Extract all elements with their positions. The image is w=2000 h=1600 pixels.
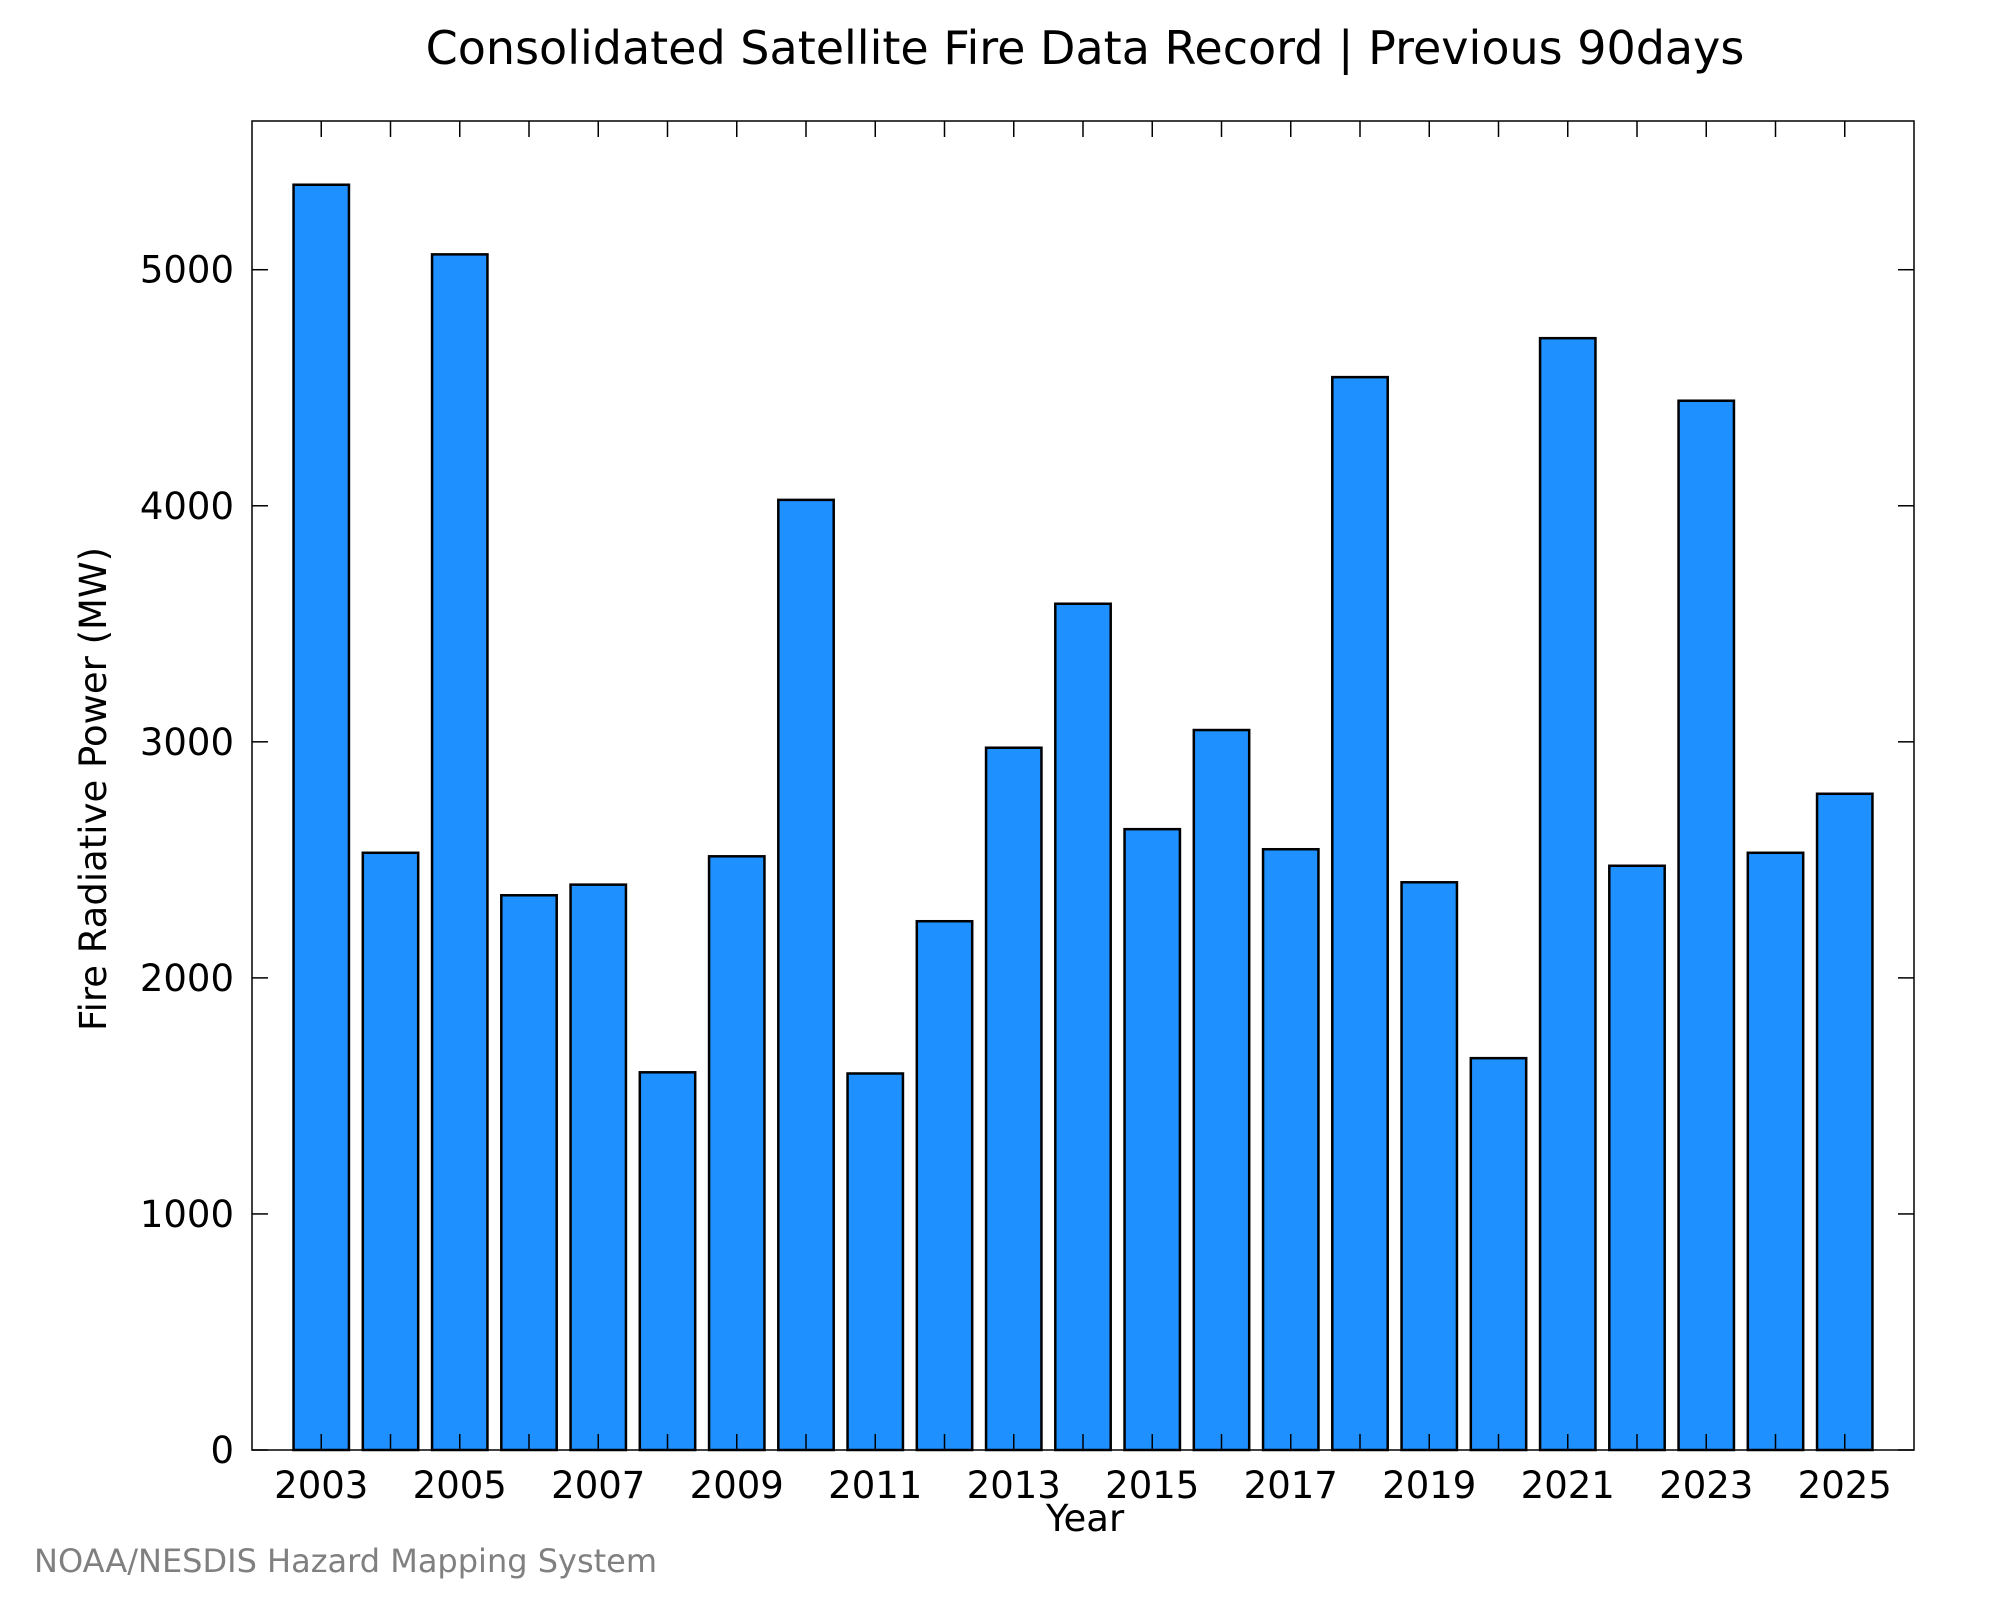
bar-2023: [1677, 399, 1736, 1452]
bar-2020: [1469, 1056, 1528, 1452]
x-tick-label-2019: 2019: [1382, 1464, 1476, 1507]
bar-2011: [846, 1072, 905, 1452]
y-tick-label-0: 0: [210, 1429, 234, 1472]
bar-2019: [1400, 881, 1459, 1452]
x-tick-label-2025: 2025: [1798, 1464, 1892, 1507]
bar-2025: [1815, 792, 1874, 1452]
x-tick-label-2013: 2013: [967, 1464, 1061, 1507]
x-tick-label-2017: 2017: [1244, 1464, 1338, 1507]
y-tick-label-4000: 4000: [140, 485, 234, 528]
bar-2007: [569, 883, 628, 1452]
bar-2009: [707, 855, 766, 1452]
x-tick-label-2009: 2009: [690, 1464, 784, 1507]
bar-2006: [500, 894, 558, 1452]
bar-2021: [1538, 336, 1597, 1452]
credit-text: NOAA/NESDIS Hazard Mapping System: [34, 1542, 657, 1580]
bar-2015: [1123, 827, 1182, 1452]
x-tick-label-2005: 2005: [413, 1464, 507, 1507]
chart-title: Consolidated Satellite Fire Data Record …: [426, 21, 1745, 76]
x-tick-label-2011: 2011: [828, 1464, 922, 1507]
x-tick-label-2007: 2007: [551, 1464, 645, 1507]
bar-2005: [430, 253, 489, 1452]
bar-2017: [1261, 847, 1320, 1452]
x-tick-label-2003: 2003: [274, 1464, 368, 1507]
bar-2003: [292, 183, 351, 1452]
bar-2010: [777, 498, 835, 1452]
bar-2013: [984, 746, 1043, 1452]
x-tick-label-2021: 2021: [1521, 1464, 1615, 1507]
y-tick-label-5000: 5000: [140, 249, 234, 292]
y-tick-label-3000: 3000: [140, 721, 234, 764]
bar-2016: [1192, 728, 1251, 1452]
x-tick-label-2015: 2015: [1105, 1464, 1199, 1507]
bar-2004: [361, 851, 420, 1452]
x-axis-label: Year: [1045, 1497, 1125, 1540]
bar-2024: [1746, 851, 1805, 1452]
plot-area: 0 1000 2000 3000 4000 5000 2003 2005 2007 2009 201…: [140, 120, 1915, 1507]
bar-2014: [1054, 602, 1112, 1452]
bar-2022: [1608, 864, 1666, 1452]
x-tick-label-2023: 2023: [1659, 1464, 1753, 1507]
y-tick-label-2000: 2000: [140, 957, 234, 1000]
y-axis-label: Fire Radiative Power (MW): [72, 547, 115, 1031]
bar-2012: [915, 919, 974, 1452]
bar-2008: [638, 1071, 697, 1452]
y-tick-label-1000: 1000: [140, 1193, 234, 1236]
bar-2018: [1331, 375, 1389, 1452]
